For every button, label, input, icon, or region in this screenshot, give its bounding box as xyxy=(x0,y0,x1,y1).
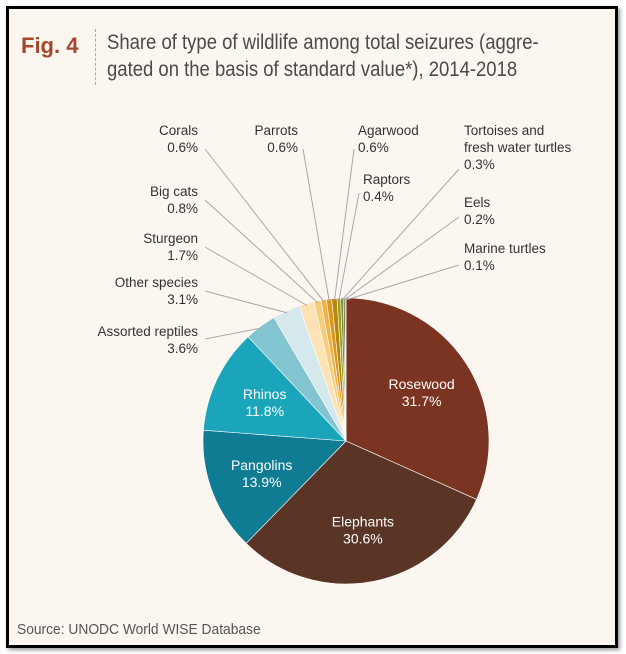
slice-label-parrots: Parrots 0.6% xyxy=(254,123,298,155)
pie-chart: Rosewood 31.7% Elephants 30.6% Pangolins 13.9… xyxy=(97,123,572,585)
leader-line xyxy=(302,148,330,302)
leader-line xyxy=(204,199,319,304)
pie-slice-rosewood xyxy=(345,297,490,500)
leader-line xyxy=(204,246,308,306)
slice-label-rosewood: Rosewood 31.7% xyxy=(389,376,455,409)
leader-line xyxy=(338,192,360,301)
leader-line xyxy=(204,148,325,303)
figure-frame: Fig. 4 Share of type of wildlife among t… xyxy=(6,6,618,648)
leader-line xyxy=(343,216,460,301)
slice-label-marine-turtles: Marine turtles 0.1% xyxy=(464,241,546,273)
slice-label-sturgeon: Sturgeon 1.7% xyxy=(143,231,198,263)
slice-label-corals: Corals 0.6% xyxy=(159,123,198,155)
slice-label-rhinos: Rhinos 11.8% xyxy=(243,386,287,419)
leader-line xyxy=(341,168,460,301)
leader-line xyxy=(345,264,460,301)
figure-label: Fig. 4 xyxy=(21,33,79,58)
leader-lines xyxy=(204,148,460,340)
pie-slice-marine-turtles xyxy=(344,297,347,442)
slice-label-raptors: Raptors 0.4% xyxy=(363,172,411,204)
slice-label-pangolins: Pangolins 13.9% xyxy=(231,457,293,490)
pie-slice-pangolins xyxy=(202,429,347,544)
pie-slice-elephants xyxy=(245,440,477,585)
pie-slice-rhinos xyxy=(203,336,347,442)
pie-slices xyxy=(202,297,490,585)
slice-label-elephants: Elephants 30.6% xyxy=(332,514,394,547)
slice-label-tortoises-and-fresh-water-turtles: Tortoises and fresh water turtles 0.3% xyxy=(464,123,572,172)
slice-label-big-cats: Big cats 0.8% xyxy=(150,184,198,216)
chart-title-line-2: gated on the basis of standard value*), … xyxy=(107,57,518,81)
source-note: Source: UNODC World WISE Database xyxy=(17,621,261,638)
slice-labels: Rosewood 31.7% Elephants 30.6% Pangolins 13.9… xyxy=(97,123,571,547)
slice-label-assorted-reptiles: Assorted reptiles 3.6% xyxy=(97,324,198,356)
slice-label-eels: Eels 0.2% xyxy=(464,195,495,227)
leader-line xyxy=(334,148,355,301)
title-separator xyxy=(95,29,96,85)
leader-line xyxy=(204,290,288,314)
chart-title-line-1: Share of type of wildlife among total se… xyxy=(107,30,539,54)
chart-title: Share of type of wildlife among total se… xyxy=(107,29,539,83)
slice-label-agarwood: Agarwood 0.6% xyxy=(358,123,419,155)
leader-line xyxy=(204,327,262,340)
slice-label-other-species: Other species 3.1% xyxy=(115,275,199,307)
